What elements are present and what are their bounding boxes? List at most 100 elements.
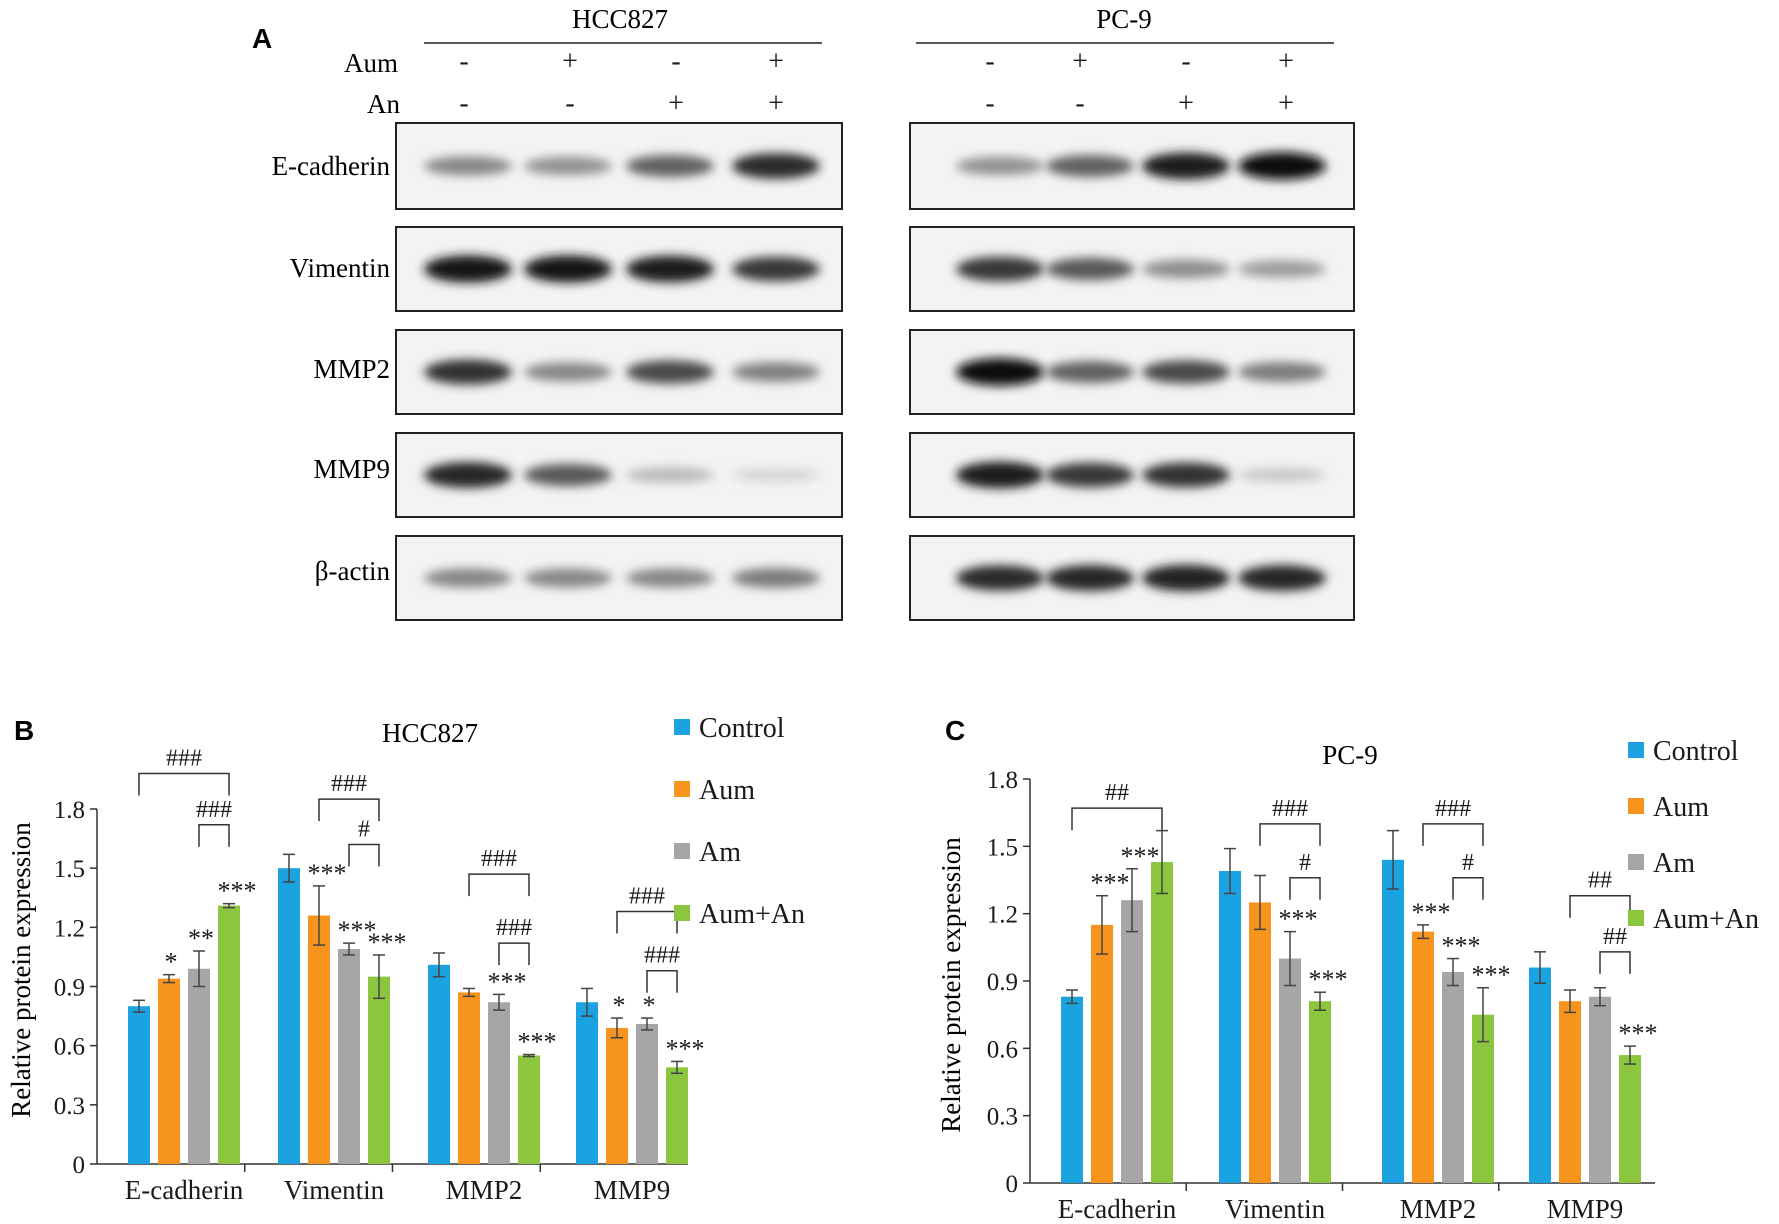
x-category-label: E-cadherin xyxy=(125,1175,244,1205)
bracket-label: # xyxy=(1299,850,1311,876)
legend-label: Aum xyxy=(1653,792,1709,823)
bar xyxy=(1619,1055,1641,1183)
y-tick-label: 0.6 xyxy=(987,1036,1018,1063)
blot-band xyxy=(956,565,1044,591)
y-tick-label: 1.8 xyxy=(987,767,1018,794)
bar xyxy=(666,1067,688,1164)
treatment-sign: + xyxy=(668,88,684,119)
legend-swatch xyxy=(674,719,690,735)
comparison-bracket xyxy=(1071,807,1163,831)
comparison-bracket xyxy=(1259,823,1321,846)
bar xyxy=(1589,996,1611,1183)
bar xyxy=(576,1002,598,1164)
blot-band xyxy=(424,255,512,283)
bracket-label: ### xyxy=(166,746,202,772)
comparison-bracket xyxy=(348,843,380,867)
comparison-bracket xyxy=(198,824,230,847)
bar xyxy=(368,976,390,1164)
blot-band xyxy=(1142,360,1230,384)
bracket-label: # xyxy=(1462,850,1474,876)
legend-label: Am xyxy=(1653,848,1695,879)
y-tick-label: 0.9 xyxy=(987,969,1018,996)
blot-band xyxy=(524,362,612,382)
blot-band xyxy=(732,362,820,382)
bracket-label: ### xyxy=(481,846,517,872)
legend-swatch xyxy=(674,905,690,921)
bracket-label: ### xyxy=(629,884,665,910)
significance-mark: *** xyxy=(1472,961,1511,990)
blot-band xyxy=(1142,152,1230,180)
chart-title-pc9: PC-9 xyxy=(1322,740,1378,770)
legend-label: Control xyxy=(1653,736,1739,767)
treatment-sign: - xyxy=(671,46,680,77)
comparison-bracket xyxy=(318,798,380,822)
blot-band xyxy=(1046,564,1134,592)
treatment-sign: + xyxy=(1278,46,1294,77)
bracket-label: ### xyxy=(331,771,367,797)
x-category-label: MMP2 xyxy=(1400,1194,1477,1224)
bracket-label: ### xyxy=(496,915,532,941)
bar xyxy=(1472,1014,1494,1183)
blot-band xyxy=(424,568,512,588)
legend-swatch xyxy=(1628,910,1644,926)
y-tick-label: 0.6 xyxy=(54,1034,85,1061)
significance-mark: *** xyxy=(666,1034,705,1063)
treatment-sign: + xyxy=(768,88,784,119)
blot-band xyxy=(424,359,512,385)
bar xyxy=(158,978,180,1164)
blot-band xyxy=(1142,259,1230,279)
significance-mark: *** xyxy=(1091,869,1130,898)
blot-band xyxy=(1238,564,1326,592)
significance-mark: *** xyxy=(1619,1019,1658,1048)
bar xyxy=(1309,1001,1331,1183)
treatment-label-aum: Aum xyxy=(344,48,398,78)
blot-band xyxy=(1046,462,1134,488)
treatment-sign: + xyxy=(1072,46,1088,77)
legend-swatch xyxy=(1628,854,1644,870)
comparison-bracket xyxy=(1569,894,1631,918)
blot-band xyxy=(732,256,820,282)
panel-letter-a: A xyxy=(252,23,272,54)
bracket-label: ## xyxy=(1105,780,1129,806)
y-tick-label: 0.3 xyxy=(54,1093,85,1120)
blot-band xyxy=(626,255,714,283)
y-tick-label: 0.9 xyxy=(54,975,85,1002)
blot-band xyxy=(424,461,512,489)
comparison-bracket xyxy=(138,772,230,796)
treatment-sign: + xyxy=(768,46,784,77)
significance-mark: *** xyxy=(368,928,407,957)
significance-mark: * xyxy=(643,991,656,1020)
blot-band xyxy=(1142,462,1230,488)
significance-mark: *** xyxy=(518,1028,557,1057)
bar xyxy=(518,1055,540,1164)
blot-band xyxy=(524,568,612,588)
comparison-bracket xyxy=(616,910,678,934)
blot-band xyxy=(626,155,714,177)
bracket-label: ### xyxy=(196,797,232,823)
y-tick-label: 1.2 xyxy=(987,902,1018,929)
blot-band xyxy=(956,156,1044,176)
bar xyxy=(488,1002,510,1164)
x-category-label: Vimentin xyxy=(284,1175,385,1205)
treatment-sign: - xyxy=(1075,88,1084,119)
blot-band xyxy=(1142,564,1230,592)
blot-band xyxy=(956,256,1044,282)
legend-label: Control xyxy=(699,713,785,744)
bar xyxy=(428,964,450,1164)
x-category-label: Vimentin xyxy=(1225,1194,1326,1224)
comparison-bracket xyxy=(468,873,530,897)
legend-label: Aum xyxy=(699,775,755,806)
y-axis-label-c: Relative protein expression xyxy=(936,837,966,1133)
significance-mark: *** xyxy=(488,967,527,996)
bar xyxy=(636,1023,658,1164)
blot-band xyxy=(1238,467,1326,483)
chart-body-c: 0 0.3 0.6 0.9 1.2 1.5 1.8 E-cadherin Vimentin MMP… xyxy=(987,767,1658,1224)
panel-letter-c: C xyxy=(945,715,965,746)
bar xyxy=(1219,871,1241,1183)
bar xyxy=(1442,972,1464,1183)
chart-title-hcc827: HCC827 xyxy=(382,718,478,748)
panel-letter-b: B xyxy=(14,715,34,746)
chart-body-b: 0 0.3 0.6 0.9 1.2 1.5 1.8 E-cadherin Vimentin MMP… xyxy=(54,746,705,1206)
protein-label-e-cadherin: E-cadherin xyxy=(272,151,391,181)
